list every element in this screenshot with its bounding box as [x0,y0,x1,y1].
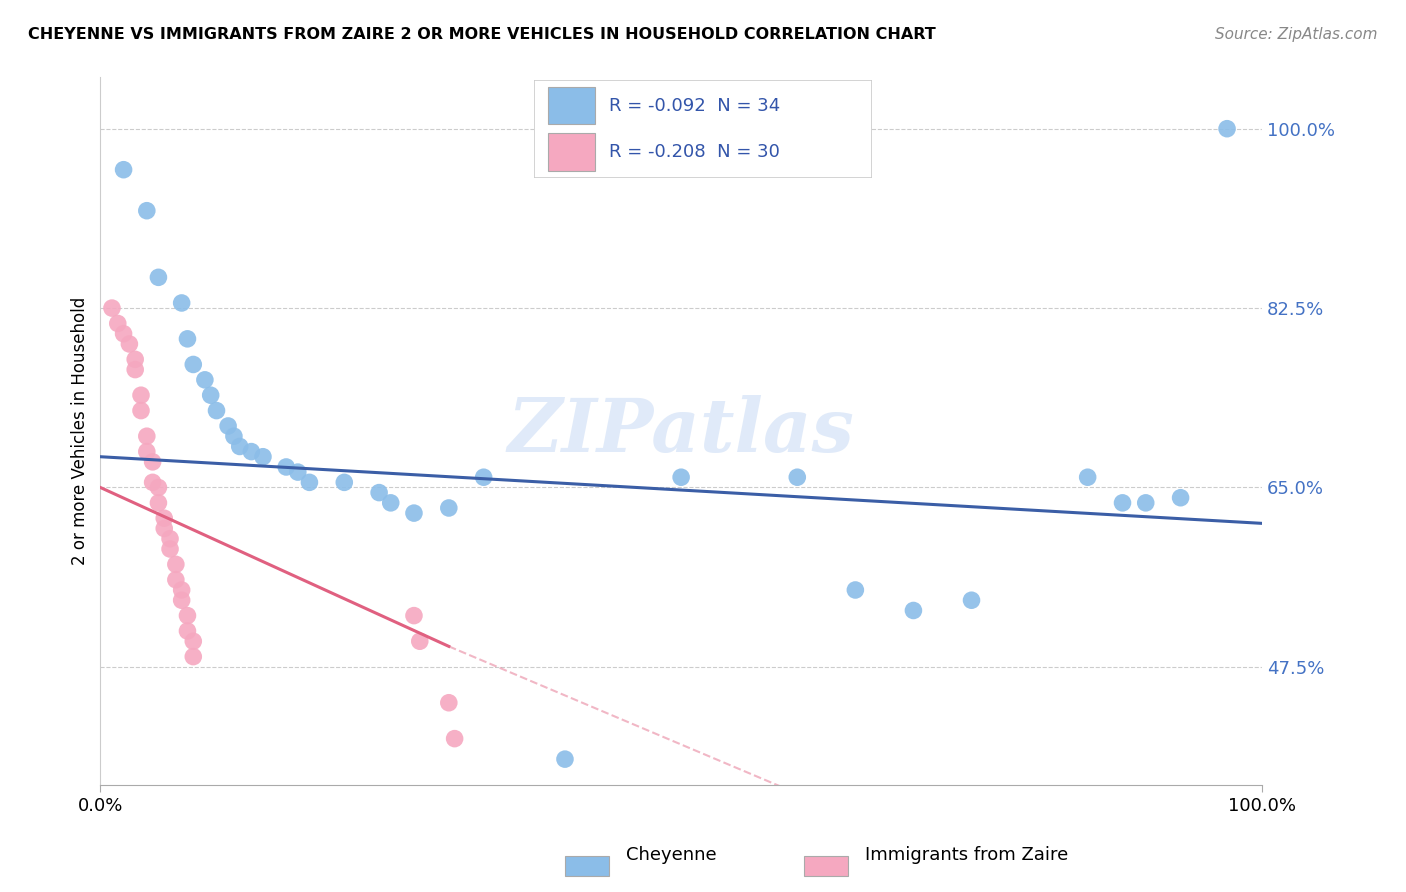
Point [118,337,141,351]
Point [148,270,170,285]
FancyBboxPatch shape [548,87,595,124]
Point [240,444,263,458]
Point [153,511,176,525]
Point [159,532,181,546]
Point [1216,121,1239,136]
Point [142,455,165,469]
Point [165,558,187,572]
Point [333,475,356,490]
Point [200,388,222,402]
Point [165,573,187,587]
Point [1135,496,1157,510]
Point [252,450,274,464]
Point [170,582,193,597]
Y-axis label: 2 or more Vehicles in Household: 2 or more Vehicles in Household [72,297,89,566]
Point [107,317,129,331]
Point [298,475,321,490]
Point [402,608,425,623]
Point [1077,470,1099,484]
Point [181,358,204,372]
Point [437,500,460,515]
Text: CHEYENNE VS IMMIGRANTS FROM ZAIRE 2 OR MORE VEHICLES IN HOUSEHOLD CORRELATION CH: CHEYENNE VS IMMIGRANTS FROM ZAIRE 2 OR M… [28,27,936,42]
Point [176,608,198,623]
Point [844,582,866,597]
Point [409,634,432,648]
Point [368,485,391,500]
Point [205,403,228,417]
Point [960,593,983,607]
FancyBboxPatch shape [804,856,848,876]
Point [229,440,252,454]
Point [437,696,460,710]
Point [402,506,425,520]
Text: ZIPatlas: ZIPatlas [508,395,855,467]
Point [181,649,204,664]
Point [443,731,465,746]
Point [176,624,198,638]
Point [217,419,239,434]
Point [472,470,495,484]
Point [669,470,692,484]
Point [129,388,152,402]
FancyBboxPatch shape [548,133,595,170]
Point [142,475,165,490]
Point [124,352,146,367]
Point [181,634,204,648]
Point [170,296,193,310]
Text: Immigrants from Zaire: Immigrants from Zaire [865,846,1069,863]
Point [129,403,152,417]
Point [112,162,135,177]
Point [786,470,808,484]
Point [380,496,402,510]
Point [194,373,217,387]
Point [159,541,181,556]
Point [101,301,124,315]
Point [124,362,146,376]
Text: R = -0.092  N = 34: R = -0.092 N = 34 [609,97,780,115]
Point [148,480,170,494]
Point [554,752,576,766]
Text: Source: ZipAtlas.com: Source: ZipAtlas.com [1215,27,1378,42]
Point [135,429,157,443]
Point [148,496,170,510]
Point [153,521,176,535]
Point [112,326,135,341]
Point [1111,496,1133,510]
Point [135,444,157,458]
FancyBboxPatch shape [534,80,872,178]
Point [903,603,925,617]
FancyBboxPatch shape [565,856,609,876]
Text: R = -0.208  N = 30: R = -0.208 N = 30 [609,143,779,161]
Point [135,203,157,218]
Point [1170,491,1192,505]
Text: Cheyenne: Cheyenne [626,846,716,863]
Point [222,429,245,443]
Point [170,593,193,607]
Point [276,460,298,475]
Point [176,332,198,346]
Point [287,465,309,479]
